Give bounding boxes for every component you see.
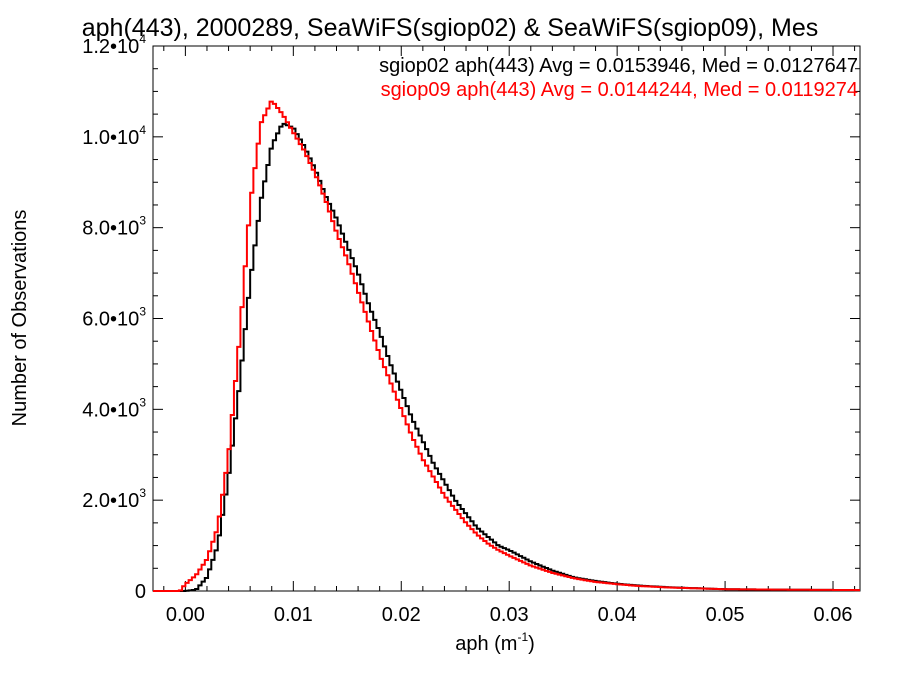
legend-entry-sgiop02: sgiop02 aph(443) Avg = 0.0153946, Med = … <box>379 55 858 77</box>
y-tick-mantissa: 8.0•10 <box>82 218 139 240</box>
y-tick-mantissa: 1.0•10 <box>82 127 139 149</box>
y-tick-mantissa: 2.0•10 <box>82 490 139 512</box>
y-tick-exponent: 3 <box>139 214 146 228</box>
y-axis-title: Number of Observations <box>9 210 31 427</box>
y-tick-label: 6.0•103 <box>82 305 146 331</box>
x-axis-title-close: ) <box>528 633 535 655</box>
y-tick-exponent: 4 <box>139 32 146 46</box>
x-tick-label: 0.02 <box>382 604 421 626</box>
legend-entry-sgiop09: sgiop09 aph(443) Avg = 0.0144244, Med = … <box>381 79 858 101</box>
y-tick-mantissa: 1.2•10 <box>82 36 139 58</box>
x-tick-label: 0.01 <box>274 604 313 626</box>
x-axis-title-text: aph (m <box>455 633 517 655</box>
x-tick-label: 0.00 <box>166 604 205 626</box>
y-tick-mantissa: 0 <box>135 581 146 603</box>
y-tick-exponent: 3 <box>139 395 146 409</box>
y-tick-exponent: 3 <box>139 305 146 319</box>
y-tick-label: 0 <box>135 581 146 603</box>
legend: sgiop02 aph(443) Avg = 0.0153946, Med = … <box>379 55 858 101</box>
y-tick-exponent: 3 <box>139 486 146 500</box>
y-tick-label: 4.0•103 <box>82 395 146 421</box>
x-tick-label: 0.06 <box>814 604 853 626</box>
x-tick-label: 0.05 <box>706 604 745 626</box>
x-tick-label: 0.03 <box>490 604 529 626</box>
y-tick-label: 1.0•104 <box>82 123 146 149</box>
series-line-sgiop09 <box>153 100 860 592</box>
series-layer <box>153 100 860 592</box>
ticks-layer: 0.00 0.01 0.02 0.03 0.04 0.05 0.0602.0•1034.0•… <box>82 32 860 626</box>
y-tick-mantissa: 6.0•10 <box>82 309 139 331</box>
chart-title: aph(443), 2000289, SeaWiFS(sgiop02) & Se… <box>82 14 818 42</box>
x-tick-label: 0.04 <box>598 604 637 626</box>
y-tick-mantissa: 4.0•10 <box>82 399 139 421</box>
y-tick-exponent: 4 <box>139 123 146 137</box>
y-tick-label: 1.2•104 <box>82 32 146 58</box>
series-line-sgiop02 <box>153 122 860 592</box>
x-axis-title: aph (m-1) <box>455 630 535 655</box>
y-tick-label: 8.0•103 <box>82 214 146 240</box>
x-axis-title-unit-sup: -1 <box>517 630 528 644</box>
y-tick-label: 2.0•103 <box>82 486 146 512</box>
